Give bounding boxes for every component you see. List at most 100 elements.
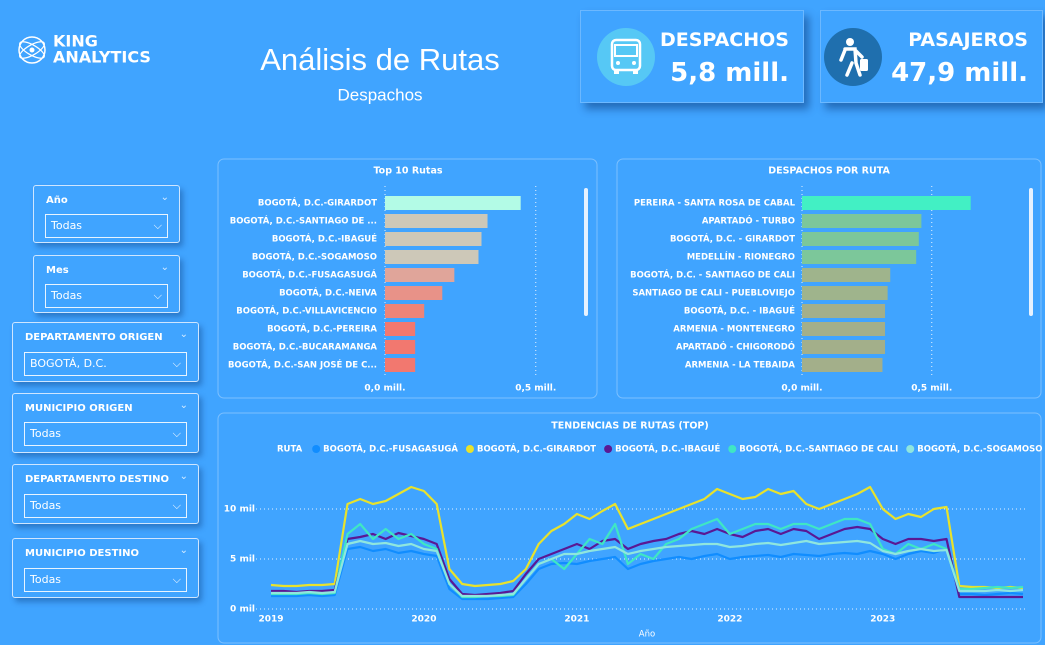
bar [802,232,919,246]
filter-value: Todas [51,289,83,302]
legend-label: BOGOTÁ, D.C.-IBAGUÉ [615,443,720,455]
bar [802,196,971,210]
filter-dropdown[interactable]: Todas ⌵ [24,422,187,446]
chevron[interactable]: ⌄ [179,471,188,482]
legend-marker [465,445,474,453]
filter-dropdown[interactable]: Todas ⌵ [45,214,168,238]
filter-value: Todas [51,219,83,232]
x-tick-label: 0,5 mill. [515,384,556,394]
scrollbar[interactable] [1029,188,1033,316]
bar [802,250,917,264]
line-series [271,525,1023,599]
bar [385,322,416,336]
chevron[interactable]: ⌄ [160,262,169,273]
logo-text: KING [53,32,98,51]
bar [802,286,888,300]
filter-dropdown[interactable]: Todas ⌵ [24,494,187,518]
dropdown-arrow[interactable]: ⌵ [153,289,162,302]
line-series [271,545,1024,601]
category-label: BOGOTÁ, D.C. - IBAGUÉ [684,305,795,317]
filter-slicer: MUNICIPIO DESTINO ⌄ Todas ⌵ [12,538,199,598]
category-label: PEREIRA - SANTA ROSA DE CABAL [634,199,796,209]
x-tick-label: 2023 [870,615,895,625]
y-tick-label: 0 mil [230,605,255,615]
category-label: BOGOTÁ, D.C.-SANTIAGO DE ... [230,215,377,227]
kpi-value: 47,9 mill. [891,58,1028,88]
filter-label: MUNICIPIO ORIGEN [25,403,133,414]
bar [802,340,886,354]
legend-marker [906,445,915,453]
bar [385,214,488,228]
bar [385,358,416,372]
chevron[interactable]: ⌄ [179,400,188,411]
filter-value: Todas [30,427,62,440]
bar [385,268,455,282]
page-title: Análisis de Rutas [260,42,500,77]
category-label: BOGOTÁ, D.C.-PEREIRA [267,323,377,335]
chevron[interactable]: ⌄ [179,329,188,340]
chevron[interactable]: ⌄ [160,192,169,203]
x-tick-label: 2021 [564,615,589,625]
bar [802,214,922,228]
logo-orbit [19,41,45,59]
x-tick-label: 0,0 mill. [364,384,405,394]
logo-core [29,47,35,53]
kpi-card: DESPACHOS 5,8 mill. [580,10,804,103]
category-label: BOGOTÁ, D.C. - GIRARDOT [670,233,795,245]
bar [802,268,891,282]
bar [385,250,479,264]
legend-label: BOGOTÁ, D.C.-SANTIAGO DE CALI [739,443,898,455]
x-tick-label: 2022 [717,615,742,625]
bar [385,196,521,210]
bar [385,286,443,300]
passenger-icon [824,28,882,86]
filter-slicer: DEPARTAMENTO ORIGEN ⌄ BOGOTÁ, D.C. ⌵ [12,322,199,382]
legend-marker [312,445,321,453]
category-label: BOGOTÁ, D.C.-GIRARDOT [258,197,377,209]
category-label: BOGOTÁ, D.C.-SOGAMOSO [252,251,377,263]
dropdown-arrow[interactable]: ⌵ [172,573,181,586]
x-tick-label: 0,5 mill. [911,384,952,394]
kpi-label: PASAJEROS [908,29,1028,51]
bus-icon [597,28,655,86]
y-tick-label: 5 mil [230,555,255,565]
filter-value: Todas [30,499,62,512]
category-label: ARMENIA - MONTENEGRO [673,325,795,335]
bar [802,322,886,336]
dropdown-arrow[interactable]: ⌵ [172,427,181,440]
filter-label: MUNICIPIO DESTINO [25,548,139,559]
dropdown-arrow[interactable]: ⌵ [153,219,162,232]
x-tick-label: 2019 [258,615,283,625]
filter-dropdown[interactable]: Todas ⌵ [45,284,168,308]
legend-label: BOGOTÁ, D.C.-FUSAGASUGÁ [323,443,458,455]
category-label: ARMENIA - LA TEBAIDA [685,361,796,371]
category-label: BOGOTÁ, D.C.-NEIVA [279,287,377,299]
filter-label: Mes [46,265,69,276]
category-label: BOGOTÁ, D.C.-VILLAVICENCIO [236,305,377,317]
filter-label: DEPARTAMENTO ORIGEN [25,332,163,343]
filter-label: Año [46,195,68,206]
filter-dropdown[interactable]: BOGOTÁ, D.C. ⌵ [24,352,187,376]
category-label: BOGOTÁ, D.C.-FUSAGASUGÁ [242,269,377,281]
category-label: APARTADÓ - TURBO [702,215,795,227]
chevron[interactable]: ⌄ [179,545,188,556]
x-tick-label: 2020 [411,615,436,625]
logo-orbit [19,41,45,59]
filter-slicer: MUNICIPIO ORIGEN ⌄ Todas ⌵ [12,393,199,453]
legend-marker [604,445,613,453]
dropdown-arrow[interactable]: ⌵ [172,357,181,370]
scrollbar[interactable] [584,188,588,316]
category-label: APARTADÓ - CHIGORODÓ [676,341,795,353]
kpi-value: 5,8 mill. [670,58,789,88]
legend-marker [728,445,737,453]
filter-slicer: Mes ⌄ Todas ⌵ [33,255,180,313]
filter-dropdown[interactable]: Todas ⌵ [24,568,187,592]
bar [385,232,482,246]
kpi-label: DESPACHOS [659,29,789,51]
line-series [271,539,1024,598]
chart-title: Top 10 Rutas [373,166,442,177]
dropdown-arrow[interactable]: ⌵ [172,499,181,512]
filter-value: BOGOTÁ, D.C. [30,357,107,370]
